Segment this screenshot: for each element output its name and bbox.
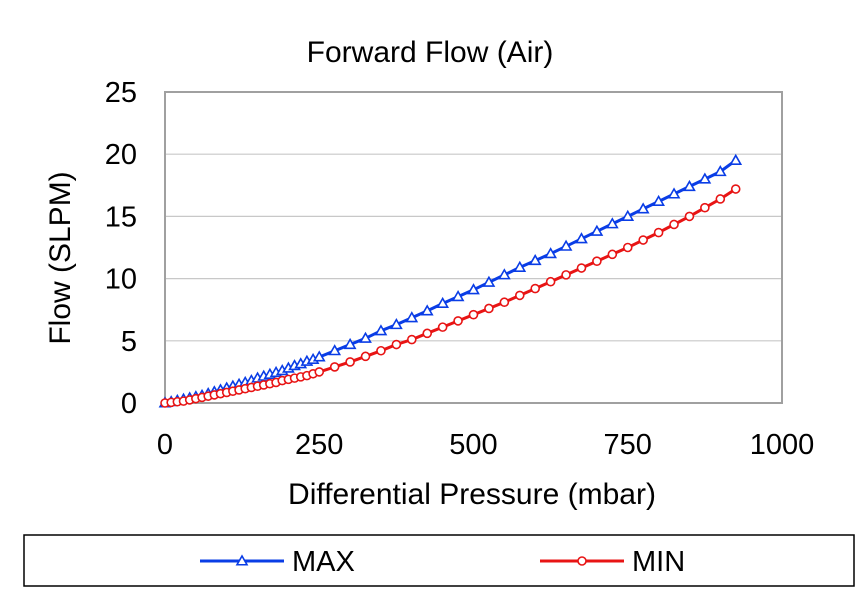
data-point-min xyxy=(592,256,602,266)
data-point-max xyxy=(420,304,434,316)
data-point-max xyxy=(451,290,465,302)
data-point-min xyxy=(576,263,587,273)
data-point-max xyxy=(328,344,342,356)
x-axis-ticks: 0 250 500 750 1000 xyxy=(157,429,814,461)
legend-label: MAX xyxy=(292,546,355,578)
y-axis-ticks: 0 5 10 15 20 25 xyxy=(105,77,137,420)
legend-item-max: MAX xyxy=(200,546,355,578)
data-point-min xyxy=(437,322,448,332)
y-tick-label: 20 xyxy=(105,139,137,171)
chart-title: Forward Flow (Air) xyxy=(307,36,554,69)
x-tick-label: 500 xyxy=(449,429,497,461)
series-min xyxy=(160,184,741,408)
data-point-min xyxy=(607,249,618,260)
series-max xyxy=(158,153,743,408)
data-point-min xyxy=(499,297,510,308)
y-axis-title: Flow (SLPM) xyxy=(44,171,77,344)
data-point-min xyxy=(730,184,741,194)
data-point-min xyxy=(638,235,648,245)
data-point-min xyxy=(391,339,402,350)
data-point-min xyxy=(684,211,695,222)
data-point-max xyxy=(605,217,619,229)
x-axis-title: Differential Pressure (mbar) xyxy=(288,478,656,511)
legend-box xyxy=(23,534,855,587)
data-point-max xyxy=(729,153,743,165)
data-point-min xyxy=(422,328,433,339)
gridlines xyxy=(165,153,782,342)
data-point-max xyxy=(389,318,403,330)
data-point-max xyxy=(343,337,357,350)
x-tick-label: 250 xyxy=(295,429,343,461)
data-point-max xyxy=(513,260,527,272)
data-point-max xyxy=(374,324,388,336)
data-point-max xyxy=(667,187,681,199)
data-point-max xyxy=(436,296,450,309)
y-tick-label: 25 xyxy=(105,77,137,109)
data-point-min xyxy=(653,227,664,238)
data-point-min xyxy=(715,194,726,204)
data-point-max xyxy=(698,172,712,184)
series-line-min xyxy=(164,187,737,405)
data-point-max xyxy=(312,350,326,362)
y-tick-label: 10 xyxy=(105,264,137,296)
legend: MAX MIN xyxy=(23,534,855,587)
series-line-max xyxy=(164,159,737,405)
y-tick-label: 5 xyxy=(121,326,137,358)
data-point-max xyxy=(528,253,542,266)
data-point-max xyxy=(652,194,665,207)
data-point-max xyxy=(636,202,650,214)
x-tick-label: 750 xyxy=(604,429,652,461)
data-point-min xyxy=(514,290,525,301)
legend-item-min: MIN xyxy=(540,546,685,578)
data-point-min xyxy=(700,202,710,213)
data-point-max xyxy=(621,209,635,221)
data-point-min xyxy=(345,357,355,367)
x-tick-label: 0 xyxy=(157,429,173,461)
data-point-min xyxy=(453,316,463,326)
legend-swatch-marker xyxy=(235,554,249,566)
data-point-max xyxy=(482,275,496,287)
data-point-max xyxy=(683,179,696,192)
data-point-min xyxy=(329,362,340,372)
data-point-min xyxy=(622,242,633,253)
data-point-min xyxy=(561,270,571,280)
data-point-max xyxy=(559,239,573,251)
legend-swatch-marker xyxy=(577,556,587,566)
legend-label: MIN xyxy=(632,546,685,578)
data-point-min xyxy=(406,334,417,345)
data-point-min xyxy=(530,283,541,294)
data-point-min xyxy=(669,219,679,230)
data-point-min xyxy=(314,367,325,377)
data-point-min xyxy=(468,309,479,320)
data-point-min xyxy=(360,351,371,362)
data-point-min xyxy=(376,345,386,356)
y-tick-label: 15 xyxy=(105,201,137,233)
data-point-min xyxy=(484,303,494,314)
x-tick-label: 1000 xyxy=(750,429,815,461)
data-point-max xyxy=(467,283,480,295)
data-point-max xyxy=(590,224,604,236)
y-tick-label: 0 xyxy=(121,388,137,420)
data-point-max xyxy=(575,232,588,244)
data-point-max xyxy=(359,331,372,343)
data-point-min xyxy=(545,276,556,287)
data-point-max xyxy=(497,268,511,280)
series-layer xyxy=(158,153,743,408)
plot-area xyxy=(164,91,783,404)
data-point-max xyxy=(544,247,558,259)
data-point-max xyxy=(713,165,727,177)
data-point-max xyxy=(405,311,419,323)
